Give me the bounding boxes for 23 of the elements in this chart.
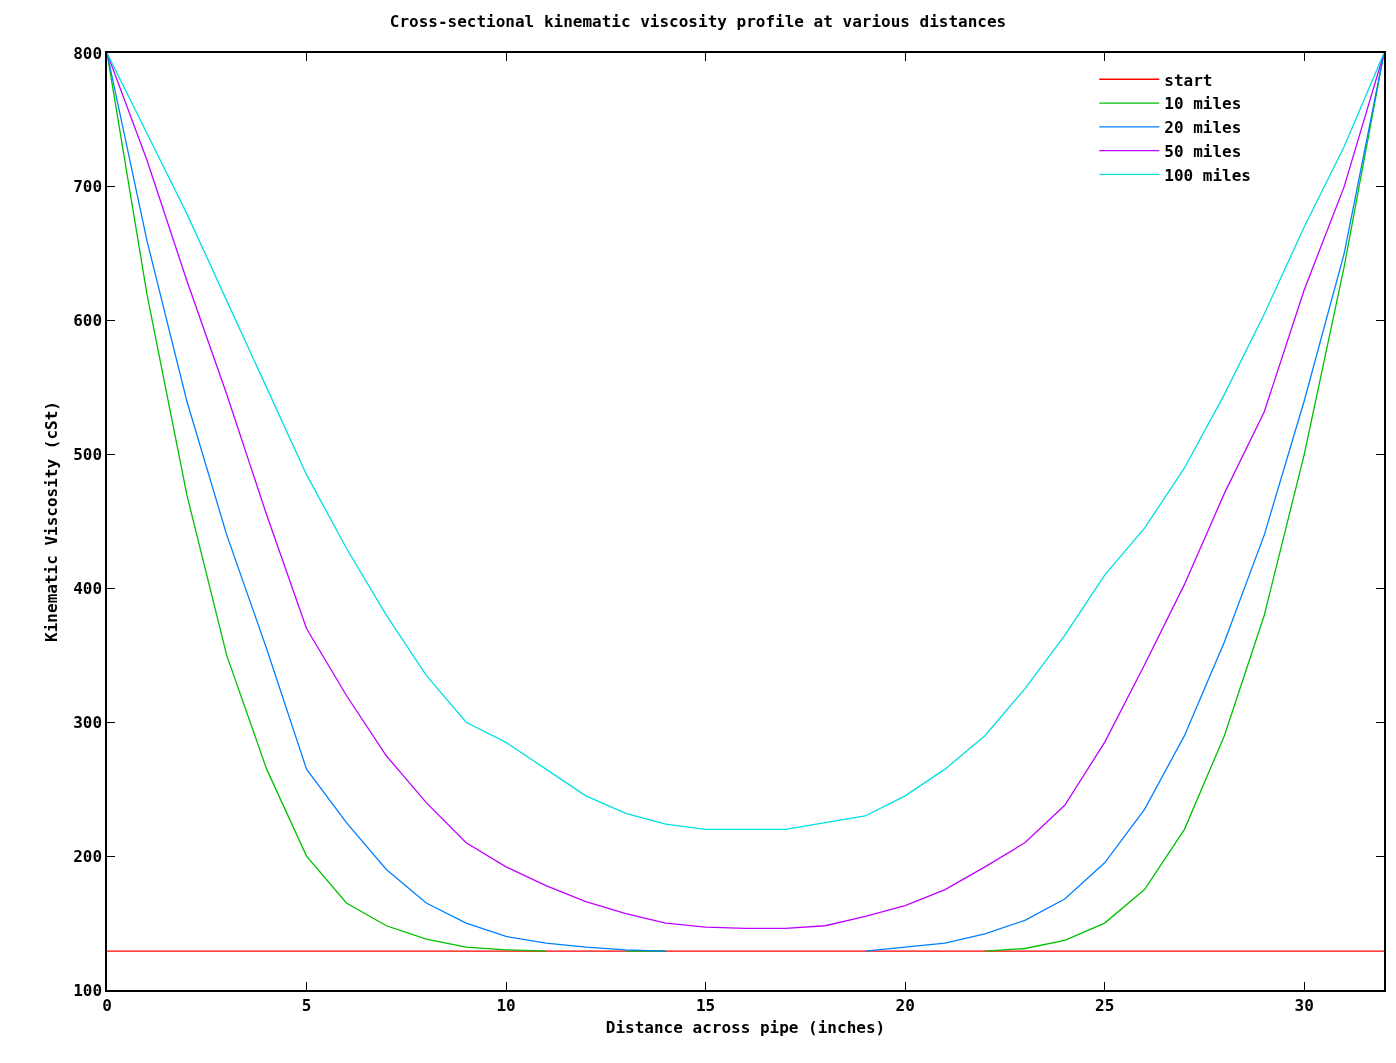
chart-title: Cross-sectional kinematic viscosity profile at various distances [389,12,1007,32]
legend-label: 100 miles [1164,165,1251,185]
x-tick-label: 10 [496,995,516,1015]
y-tick-label: 300 [73,712,103,732]
y-tick-label: 100 [73,980,103,1000]
legend-label: 50 miles [1164,141,1242,161]
x-tick-label: 25 [1095,995,1115,1015]
y-tick-label: 500 [73,445,103,465]
y-tick-label: 600 [73,311,103,331]
legend-label: start [1164,70,1213,90]
x-axis-title: Distance across pipe (inches) [605,1018,886,1038]
legend-label: 10 miles [1164,94,1242,114]
x-tick-label: 5 [301,995,312,1015]
y-axis-title: Kinematic Viscosity (cSt) [41,401,61,642]
y-tick-label: 800 [73,43,103,63]
x-tick-label: 0 [102,995,112,1015]
x-tick-label: 20 [895,995,915,1015]
y-tick-label: 400 [73,579,103,599]
legend-label: 20 miles [1164,118,1242,138]
y-tick-label: 200 [73,846,103,866]
y-tick-label: 700 [73,177,103,197]
x-tick-label: 30 [1294,995,1314,1015]
x-tick-label: 15 [695,995,716,1015]
